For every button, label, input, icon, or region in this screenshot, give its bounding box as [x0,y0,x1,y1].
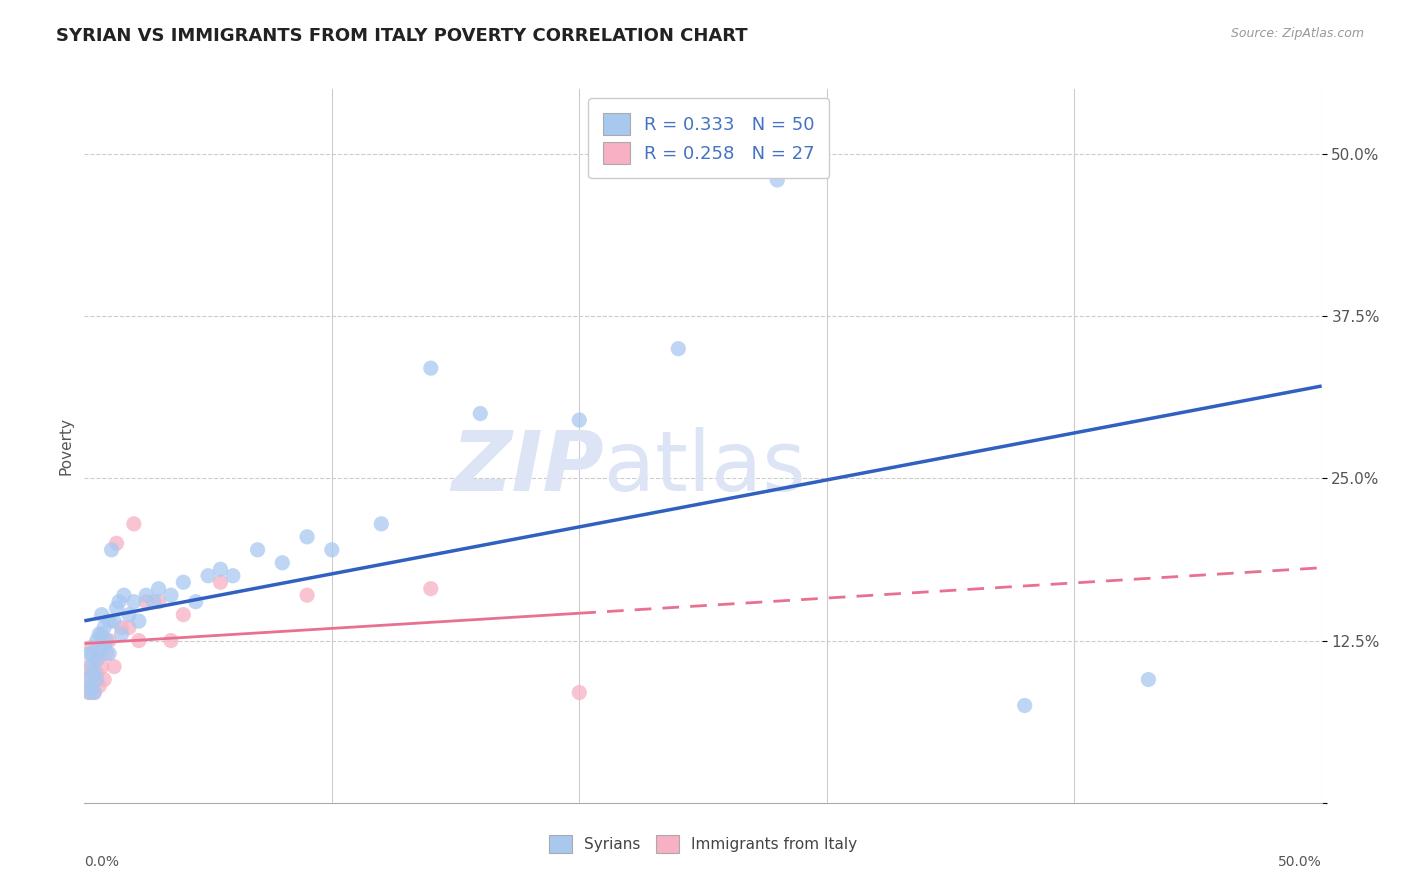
Point [135,595,157,609]
Point [79,685,101,699]
Point [172,575,194,590]
Point [76,673,98,687]
Point [79,659,101,673]
Point [295,588,318,602]
Point [80,647,103,661]
Point [98,633,121,648]
Point [222,568,245,582]
Point [80,640,103,654]
Point [321,542,343,557]
Point [246,542,269,557]
Point [86,633,108,648]
Point [108,595,131,609]
Point [295,530,318,544]
Point [1137,673,1160,687]
Point [103,614,125,628]
Point [419,361,441,376]
Point [89,627,111,641]
Point [160,588,183,602]
Point [128,614,150,628]
Point [93,640,115,654]
Point [1014,698,1036,713]
Point [118,621,141,635]
Point [110,621,132,635]
Text: 0.0%: 0.0% [84,855,120,869]
Point [419,582,441,596]
Point [209,575,232,590]
Point [86,653,108,667]
Text: atlas: atlas [605,427,806,508]
Point [128,633,150,648]
Point [122,516,145,531]
Legend: Syrians, Immigrants from Italy: Syrians, Immigrants from Italy [543,829,863,859]
Point [83,685,105,699]
Text: 50.0%: 50.0% [1278,855,1322,869]
Point [80,666,103,681]
Y-axis label: Poverty: Poverty [58,417,73,475]
Point [209,562,232,576]
Point [96,647,118,661]
Point [93,621,115,635]
Point [105,601,128,615]
Point [103,659,125,673]
Point [98,614,121,628]
Point [93,673,115,687]
Point [80,679,103,693]
Point [89,679,111,693]
Point [83,685,105,699]
Point [470,407,492,421]
Point [370,516,392,531]
Point [148,595,170,609]
Point [86,666,108,681]
Point [135,588,157,602]
Point [142,595,165,609]
Point [100,542,122,557]
Point [105,536,128,550]
Text: Source: ZipAtlas.com: Source: ZipAtlas.com [1230,27,1364,40]
Point [79,647,101,661]
Point [76,673,98,687]
Point [98,647,121,661]
Point [197,568,219,582]
Point [96,633,118,648]
Point [122,595,145,609]
Point [568,413,591,427]
Point [90,627,112,641]
Point [118,607,141,622]
Point [148,582,170,596]
Point [568,685,591,699]
Point [172,607,194,622]
Point [86,673,108,687]
Point [90,607,112,622]
Point [89,647,111,661]
Text: ZIP: ZIP [451,427,605,508]
Point [86,653,108,667]
Point [83,666,105,681]
Point [90,659,112,673]
Point [160,633,183,648]
Point [80,659,103,673]
Point [184,595,207,609]
Point [666,342,689,356]
Point [110,627,132,641]
Text: SYRIAN VS IMMIGRANTS FROM ITALY POVERTY CORRELATION CHART: SYRIAN VS IMMIGRANTS FROM ITALY POVERTY … [56,27,748,45]
Point [79,685,101,699]
Point [112,588,135,602]
Point [766,173,789,187]
Point [271,556,294,570]
